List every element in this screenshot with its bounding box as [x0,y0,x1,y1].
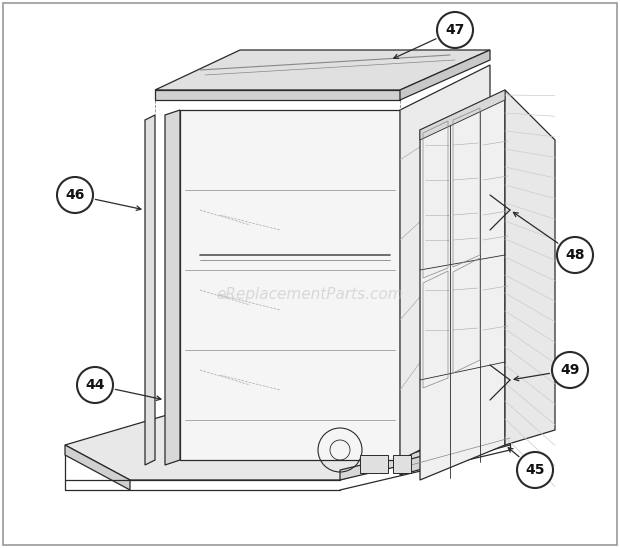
Circle shape [557,237,593,273]
Circle shape [77,367,113,403]
Polygon shape [155,90,400,100]
Polygon shape [400,65,490,460]
Polygon shape [165,110,180,465]
Text: eReplacementParts.com: eReplacementParts.com [216,288,404,302]
Polygon shape [420,90,505,140]
Text: 49: 49 [560,363,580,377]
Circle shape [517,452,553,488]
Polygon shape [65,445,130,490]
Text: 45: 45 [525,463,545,477]
Polygon shape [145,115,155,465]
Polygon shape [505,90,555,445]
Polygon shape [65,395,510,480]
Bar [393,455,411,473]
Polygon shape [340,430,510,480]
Circle shape [552,352,588,388]
Polygon shape [420,90,505,480]
Text: 47: 47 [445,23,464,37]
Bar [360,455,388,473]
Text: 44: 44 [86,378,105,392]
Polygon shape [400,432,510,475]
Polygon shape [170,420,420,450]
Polygon shape [400,50,490,100]
Polygon shape [155,50,490,90]
Circle shape [437,12,473,48]
Text: 46: 46 [65,188,85,202]
Polygon shape [180,110,400,460]
Circle shape [57,177,93,213]
Text: 48: 48 [565,248,585,262]
